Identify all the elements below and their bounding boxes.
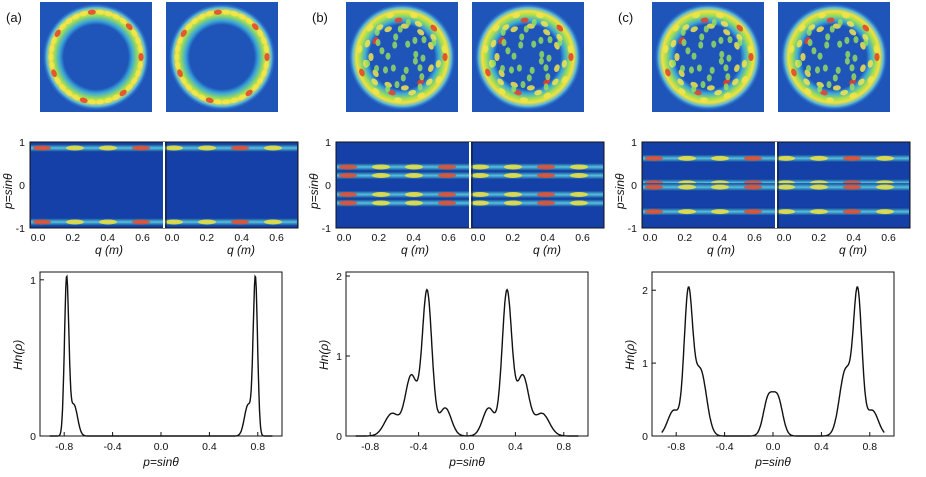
mode-image-left (346, 2, 458, 112)
husimi-xtick: 0.4 (100, 232, 115, 244)
husimi-xtick: 0.6 (269, 232, 284, 244)
husimi-xtick: 0.6 (441, 232, 456, 244)
husimi-ytick: -1 (16, 223, 25, 235)
husimi-xtick: 0.0 (31, 232, 46, 244)
husimi-xtick: 0.2 (200, 232, 215, 244)
panel-1: (b) p=sinθ 1 0 -1 0.0 0.2 0.4 0.6 0.0 0.2 0.4 0.6 q (… (307, 2, 605, 257)
y-tick-label: 1 (336, 351, 342, 363)
y-tick-label: 0 (642, 431, 648, 443)
chart-1: -0.8 -0.4 0.0 0.4 0.8 0 1 2 p=sinθ Hn(ρ) (317, 271, 589, 469)
panel-label: (a) (6, 10, 22, 25)
series-line-Hn (49, 274, 273, 437)
y-tick-label: 0 (336, 431, 342, 443)
x-tick-label: -0.8 (361, 441, 379, 453)
husimi-xtick: 0.4 (846, 232, 861, 244)
husimi-xtick: 0.2 (66, 232, 81, 244)
husimi-xlabel: q (m) (227, 243, 255, 257)
x-tick-label: -0.8 (55, 441, 73, 453)
x-tick-label: 0.8 (556, 441, 571, 453)
husimi-xtick: 0.4 (712, 232, 727, 244)
husimi-xlabel: q (m) (839, 243, 867, 257)
x-tick-label: -0.4 (104, 441, 122, 453)
husimi-xtick: 0.6 (747, 232, 762, 244)
husimi-xtick: 0.2 (812, 232, 827, 244)
husimi-ytick: 1 (19, 137, 25, 149)
panel-label: (c) (618, 10, 633, 25)
panel-0: (a) p=sinθ 1 0 -1 0.0 0.2 0.4 0.6 0.0 0.2 0.4 0.6 q (… (1, 2, 299, 257)
x-tick-label: -0.8 (667, 441, 685, 453)
husimi-map: p=sinθ 1 0 -1 0.0 0.2 0.4 0.6 0.0 0.2 0.4 0.6 q (m) q… (307, 137, 605, 257)
plot-frame (651, 271, 895, 437)
y-tick-label: 1 (30, 275, 36, 287)
husimi-ytick: 1 (631, 137, 637, 149)
series-line-Hn (661, 286, 885, 437)
husimi-map: p=sinθ 1 0 -1 0.0 0.2 0.4 0.6 0.0 0.2 0.4 0.6 q (m) q… (1, 137, 299, 257)
panel-label: (b) (312, 10, 328, 25)
husimi-xtick: 0.4 (234, 232, 249, 244)
husimi-xtick: 0.0 (777, 232, 792, 244)
y-axis-label: Hn(ρ) (623, 340, 637, 370)
x-tick-label: -0.4 (410, 441, 428, 453)
x-axis-label: p=sinθ (142, 455, 179, 469)
husimi-ylabel: p=sinθ (1, 173, 15, 210)
y-tick-label: 1 (642, 358, 648, 370)
mode-image-right (778, 2, 890, 112)
husimi-xlabel: q (m) (95, 243, 123, 257)
husimi-ytick: 0 (19, 180, 25, 192)
mode-image-right (472, 2, 584, 112)
husimi-map: p=sinθ 1 0 -1 0.0 0.2 0.4 0.6 0.0 0.2 0.4 0.6 q (m) q… (613, 137, 911, 257)
y-axis-label: Hn(ρ) (317, 340, 331, 370)
husimi-xlabel: q (m) (533, 243, 561, 257)
y-tick-label: 2 (336, 271, 342, 283)
series-line-Hn (355, 288, 579, 437)
mode-image-right (166, 2, 278, 112)
husimi-xtick: 0.0 (165, 232, 180, 244)
husimi-ytick: 1 (325, 137, 331, 149)
x-tick-label: 0.0 (766, 441, 781, 453)
husimi-xlabel: q (m) (401, 243, 429, 257)
x-tick-label: 0.0 (154, 441, 169, 453)
husimi-xlabel: q (m) (707, 243, 735, 257)
plot-frame (345, 271, 589, 437)
husimi-xtick: 0.2 (506, 232, 521, 244)
husimi-xtick: 0.4 (406, 232, 421, 244)
x-tick-label: 0.4 (814, 441, 829, 453)
y-tick-label: 2 (642, 285, 648, 297)
mode-image-left (40, 2, 152, 112)
husimi-xtick: 0.6 (881, 232, 896, 244)
x-tick-label: 0.4 (202, 441, 217, 453)
husimi-xtick: 0.6 (575, 232, 590, 244)
x-tick-label: 0.8 (862, 441, 877, 453)
x-tick-label: 0.8 (250, 441, 265, 453)
panel-2: (c) p=sinθ 1 0 -1 0.0 0.2 0.4 0.6 0.0 0.2 0.4 0.6 q (… (613, 2, 911, 257)
chart-2: -0.8 -0.4 0.0 0.4 0.8 0 1 2 p=sinθ Hn(ρ) (623, 271, 895, 469)
x-axis-label: p=sinθ (448, 455, 485, 469)
husimi-ytick: 0 (325, 180, 331, 192)
x-tick-label: 0.0 (460, 441, 475, 453)
husimi-ylabel: p=sinθ (307, 173, 321, 210)
husimi-ytick: -1 (628, 223, 637, 235)
x-tick-label: -0.4 (716, 441, 734, 453)
husimi-ytick: 0 (631, 180, 637, 192)
husimi-ylabel: p=sinθ (613, 173, 627, 210)
x-tick-label: 0.4 (508, 441, 523, 453)
y-axis-label: Hn(ρ) (11, 340, 25, 370)
husimi-xtick: 0.2 (372, 232, 387, 244)
husimi-xtick: 0.2 (678, 232, 693, 244)
chart-0: -0.8 -0.4 0.0 0.4 0.8 0 1 p=sinθ Hn(ρ) (11, 271, 283, 469)
mode-image-left (652, 2, 764, 112)
husimi-ytick: -1 (322, 223, 331, 235)
husimi-xtick: 0.0 (643, 232, 658, 244)
husimi-xtick: 0.4 (540, 232, 555, 244)
x-axis-label: p=sinθ (754, 455, 791, 469)
husimi-xtick: 0.0 (471, 232, 486, 244)
y-tick-label: 0 (30, 431, 36, 443)
husimi-xtick: 0.0 (337, 232, 352, 244)
husimi-xtick: 0.6 (135, 232, 150, 244)
